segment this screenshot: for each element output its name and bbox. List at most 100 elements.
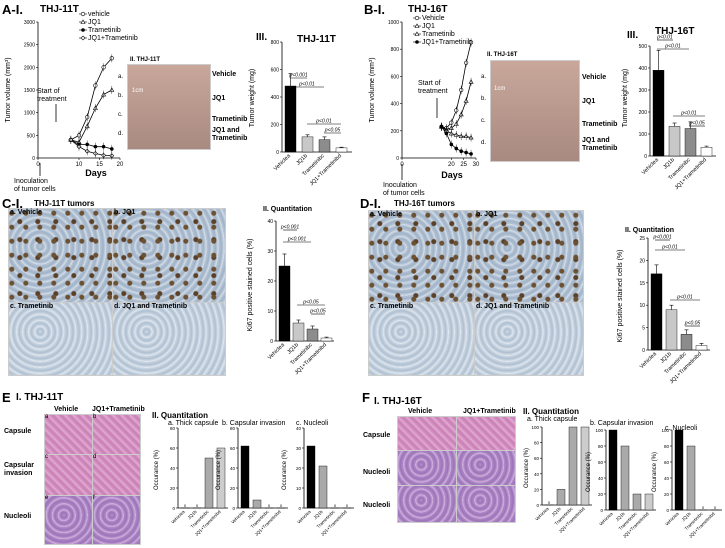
ihc-label: a. Vehicle — [370, 211, 402, 218]
zero-label: 0 — [714, 505, 717, 510]
panel-f-histo-3 — [397, 450, 457, 486]
bar — [240, 445, 250, 509]
category-label: Vehiclea — [664, 511, 680, 527]
y-tick-label: 20 — [296, 466, 302, 471]
y-tick-label: 3000 — [24, 20, 35, 26]
panel-b-growth-chart: 020040060080010000202530Tumor volume (mm… — [369, 15, 480, 180]
y-axis-label: Ki67 positive stained cells (%) — [617, 250, 624, 343]
row-label: a. — [481, 74, 487, 80]
y-tick-label: 20 — [170, 486, 176, 491]
panel-d-ihc-combo — [474, 302, 584, 376]
bar — [620, 445, 630, 511]
y-tick-label: 0 — [32, 156, 35, 162]
panel-e-histo-b — [92, 414, 141, 455]
col-label: Vehicle — [408, 408, 433, 415]
bar — [306, 445, 316, 509]
y-tick-label: 0 — [396, 156, 399, 162]
panel-a-legend: vehicle JQ1 Trametinib JQ1+Trametinib — [88, 11, 138, 43]
y-tick-label: 40 — [230, 466, 236, 471]
p-value-label: p<0.01 — [661, 245, 678, 251]
legend-item: JQ1+Trametinib — [422, 39, 472, 46]
category-label: Vehiclea — [534, 506, 550, 522]
col-label: Vehicle — [54, 406, 79, 413]
panel-d-ihc-trametinib — [368, 302, 476, 376]
row-label: Nucleoli — [363, 469, 391, 476]
photo-label: Trametinib — [582, 121, 618, 128]
sub-label: d — [93, 454, 97, 460]
panel-b-photo-rows: a. b. c. d. — [481, 66, 486, 154]
panel-e-label: E — [2, 390, 11, 405]
panel-a-label: A-I. — [2, 2, 23, 17]
y-tick-label: 0 — [172, 506, 175, 511]
p-value-label: p<0.001 — [280, 225, 299, 231]
y-tick-label: 0 — [298, 506, 301, 511]
photo-label: Vehicle — [582, 74, 607, 81]
legend-marker — [414, 15, 420, 21]
y-tick-label: 100 — [531, 425, 539, 430]
p-value-label: p<0.05 — [684, 321, 701, 327]
bar — [318, 465, 328, 509]
row-label: Capsule — [4, 428, 32, 435]
y-tick-label: 20 — [230, 486, 236, 491]
panel-a-bar-title: THJ-11T — [297, 34, 336, 45]
scale-bar-label: 1cm — [132, 88, 144, 94]
col-label: JQ1+Trametinib — [463, 408, 516, 415]
sub-label: c — [45, 454, 48, 460]
x-tick-label: 20 — [448, 162, 455, 168]
y-tick-label: 40 — [534, 472, 540, 477]
panel-b-start-note: Start of treatment — [418, 80, 448, 95]
panel-c-label: C-I. — [2, 196, 23, 211]
panel-d-label: D-I. — [360, 196, 381, 211]
y-tick-label: 40 — [267, 219, 273, 225]
y-axis-label: Tumor volume (mm³) — [369, 57, 376, 122]
bar — [556, 489, 566, 506]
legend-marker — [80, 11, 86, 17]
y-tick-label: 0 — [666, 508, 669, 513]
ihc-label: b. JQ1 — [476, 211, 498, 218]
panel-e-histo-f — [92, 495, 141, 545]
row-label: Nucleoli — [363, 502, 391, 509]
panel-a-photo-rows: a. b. c. d. — [118, 68, 123, 144]
sub-label: e — [45, 495, 49, 501]
row-label: d. — [481, 140, 487, 146]
p-value-label: p<0.05 — [309, 309, 326, 315]
y-axis-label: Occurance (%) — [154, 450, 160, 490]
subchart-title: b. Capsular invasion — [222, 420, 286, 427]
y-tick-label: 400 — [271, 95, 280, 101]
y-tick-label: 25 — [639, 236, 645, 242]
category-label: JQ1b — [551, 506, 562, 517]
p-value-label: p<0.05 — [688, 121, 705, 127]
p-value-label: p<0.01 — [676, 295, 693, 301]
panel-d-title: THJ-16T tumors — [394, 199, 455, 208]
zero-label: 0 — [268, 503, 271, 508]
y-tick-label: 80 — [230, 426, 236, 431]
legend-marker — [414, 23, 420, 28]
panel-f-histo-2 — [456, 416, 516, 451]
p-value-label: p<0.05 — [302, 300, 319, 306]
panel-b-bar-title: THJ-16T — [655, 26, 695, 37]
row-label: d. — [118, 131, 124, 137]
y-tick-label: 2500 — [24, 43, 35, 49]
x-tick-label: 30 — [473, 162, 480, 168]
panel-b-bar-label: III. — [627, 30, 639, 41]
ihc-label: d. JQ1 and Trametinib — [114, 303, 188, 310]
zero-label: 0 — [280, 503, 283, 508]
panel-b-photo-title: II. THJ-16T — [487, 52, 518, 58]
category-label: JQ1b — [187, 509, 198, 520]
p-value-label: p<0.01 — [680, 111, 697, 117]
bar — [608, 429, 618, 511]
y-tick-label: 20 — [639, 258, 645, 264]
y-tick-label: 20 — [598, 492, 604, 497]
row-label: Capsule — [363, 432, 391, 439]
sub-label: a — [45, 414, 49, 420]
y-axis-label: Occurance (%) — [216, 450, 222, 490]
photo-label: JQ1 and Trametinib — [212, 127, 248, 142]
y-axis-label: Occurance (%) — [524, 448, 530, 488]
p-value-label: p<0.05 — [324, 128, 341, 134]
y-axis-label: Ki67 positive stained cells (%) — [247, 239, 254, 332]
p-value-label: p<0.001 — [652, 235, 671, 241]
y-tick-label: 0 — [276, 150, 279, 156]
photo-label: JQ1 and Trametinib — [582, 137, 618, 152]
